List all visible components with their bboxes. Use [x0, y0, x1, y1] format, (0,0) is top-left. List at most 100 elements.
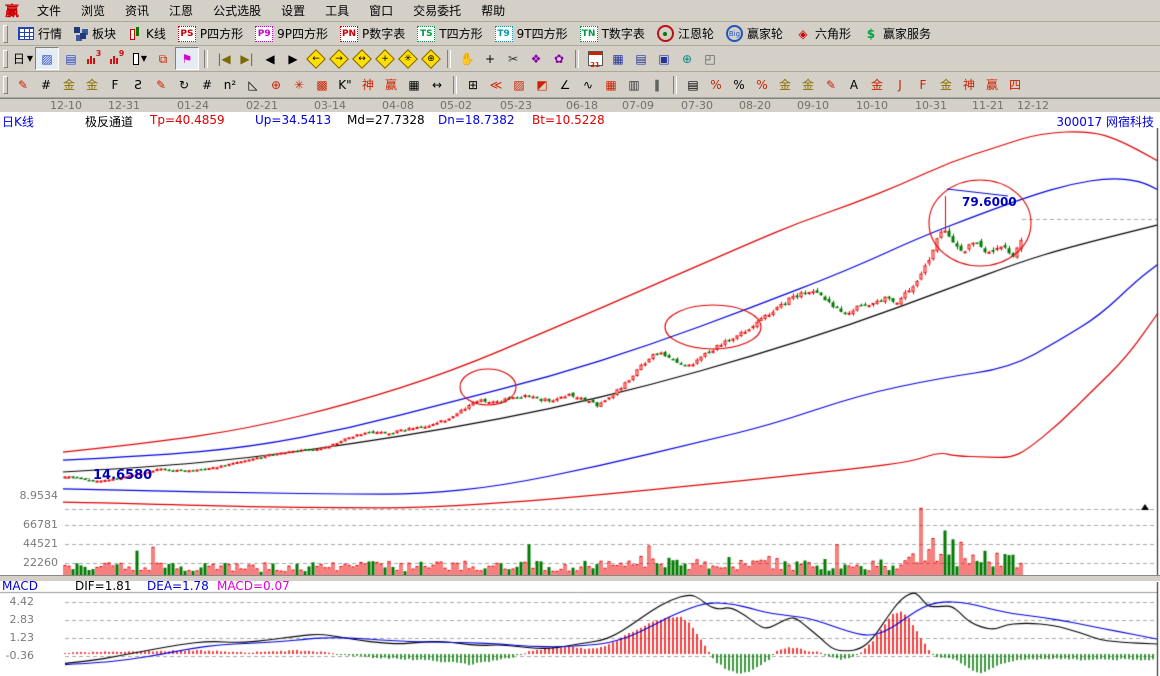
- percent-line-tool[interactable]: %: [710, 77, 722, 92]
- quotes-button[interactable]: 行情: [12, 24, 68, 43]
- next-bar-button[interactable]: ▶: [288, 51, 298, 66]
- pane-separator[interactable]: [0, 575, 1160, 582]
- pencil-bars-tool[interactable]: ✎: [825, 77, 837, 92]
- grid-red-tool[interactable]: ▦: [605, 77, 617, 92]
- parallel-lines-tool[interactable]: ∥: [654, 77, 660, 92]
- f-angle-tool[interactable]: F: [919, 77, 927, 92]
- shen-lines-tool[interactable]: 神: [361, 77, 374, 92]
- move-left-button[interactable]: ←: [305, 48, 327, 69]
- report-button[interactable]: ▤: [635, 51, 647, 66]
- 9t-square-button[interactable]: T9 9T四方形: [489, 24, 574, 43]
- spiral-tool[interactable]: Ƨ: [134, 77, 142, 92]
- fan-square-tool[interactable]: ▨: [513, 77, 525, 92]
- gold-lines2-tool[interactable]: 金: [85, 77, 98, 92]
- pattern-overlay-button[interactable]: ⧉: [158, 51, 168, 66]
- si-angle-tool[interactable]: 四: [1008, 77, 1021, 92]
- dense-grid-tool[interactable]: #: [201, 77, 213, 92]
- sectors-button[interactable]: 板块: [68, 24, 122, 43]
- workstation-button[interactable]: ◰: [704, 51, 716, 66]
- move-right-button[interactable]: →: [328, 48, 350, 69]
- draw-pencil-tool[interactable]: ✎: [17, 77, 29, 92]
- info-panel-button[interactable]: ▤: [65, 51, 77, 66]
- candle-type-button[interactable]: ▼: [129, 48, 151, 69]
- grid-dark-tool[interactable]: ▥: [628, 77, 640, 92]
- protractor-tool[interactable]: ◺: [248, 77, 258, 92]
- wave-zigzag-tool[interactable]: ∿: [582, 77, 594, 92]
- gold-angle-tool[interactable]: 金: [939, 77, 952, 92]
- toolbar-grip[interactable]: [3, 75, 8, 94]
- calendar-button[interactable]: 21: [584, 48, 606, 69]
- calculator-button[interactable]: ▦: [612, 51, 624, 66]
- toolbar-grip[interactable]: [3, 24, 8, 43]
- menu-5[interactable]: 设置: [281, 4, 306, 18]
- stock-symbol[interactable]: 300017 网宿科技: [1056, 115, 1154, 129]
- p-number-table-button[interactable]: PN P数字表: [334, 24, 411, 43]
- p-square-button[interactable]: PS P四方形: [172, 24, 249, 43]
- chart-style-button[interactable]: ▨: [35, 47, 59, 70]
- kline-button[interactable]: K线: [122, 24, 172, 43]
- compress-button[interactable]: +: [374, 48, 396, 69]
- f-lines-tool[interactable]: F: [111, 77, 119, 92]
- percent-tool[interactable]: %: [733, 77, 745, 92]
- period-label[interactable]: 日K线: [2, 115, 34, 129]
- save-button[interactable]: ▣: [658, 51, 670, 66]
- gann-lines-tool[interactable]: #: [40, 77, 52, 92]
- square-tool[interactable]: ⊞: [467, 77, 479, 92]
- ying-angle-tool[interactable]: 赢: [985, 77, 998, 92]
- menu-0[interactable]: 文件: [37, 4, 62, 18]
- menu-9[interactable]: 帮助: [481, 4, 506, 18]
- gold-lines-tool[interactable]: 金: [62, 77, 75, 92]
- bars-3-button[interactable]: 3: [83, 48, 105, 69]
- t-number-table-button[interactable]: TN T数字表: [574, 24, 651, 43]
- period-day-button[interactable]: 日 ▼: [12, 48, 34, 69]
- macd-pane-label[interactable]: MACD: [2, 579, 38, 593]
- fan-lines-tool[interactable]: ≪: [489, 77, 503, 92]
- gold-circle-tool[interactable]: 金: [778, 77, 791, 92]
- zoom-all-button[interactable]: ✳: [397, 48, 419, 69]
- width-arrows-tool[interactable]: ↔: [431, 77, 443, 92]
- j-angle-tool[interactable]: J: [898, 77, 902, 92]
- gold-red-tool[interactable]: 金: [870, 77, 883, 92]
- menu-3[interactable]: 江恩: [169, 4, 194, 18]
- k-note-tool[interactable]: K": [338, 77, 352, 92]
- percent-lines-tool[interactable]: %: [756, 77, 768, 92]
- zoom-out-button[interactable]: ⊕: [420, 48, 442, 69]
- ruler-123-tool[interactable]: ▦: [408, 77, 420, 92]
- prev-bar-button[interactable]: ◀: [265, 51, 275, 66]
- menu-1[interactable]: 浏览: [81, 4, 106, 18]
- crosshair-button[interactable]: +: [484, 51, 496, 66]
- shen-angle-tool[interactable]: 神: [962, 77, 975, 92]
- a-wave-tool[interactable]: A: [849, 77, 859, 92]
- menu-8[interactable]: 交易委托: [413, 4, 462, 18]
- compass-circle-tool[interactable]: ⊕: [270, 77, 282, 92]
- star-web-tool[interactable]: ✳: [293, 77, 305, 92]
- winner-service-button[interactable]: $ 赢家服务: [857, 24, 937, 43]
- 9p-square-button[interactable]: P9 9P四方形: [249, 24, 334, 43]
- measure-button[interactable]: ✂: [507, 51, 519, 66]
- n2-lines-tool[interactable]: n²: [223, 77, 237, 92]
- hexagon-button[interactable]: ◈ 六角形: [789, 24, 857, 43]
- gann-tool-button[interactable]: ❖: [530, 51, 542, 66]
- drag-hand-button[interactable]: ✋: [459, 51, 475, 66]
- last-page-button[interactable]: ▶|: [240, 51, 254, 66]
- menu-4[interactable]: 公式选股: [213, 4, 262, 18]
- bars-9-button[interactable]: 9: [106, 48, 128, 69]
- expand-horizontal-button[interactable]: ↔: [351, 48, 373, 69]
- network-button[interactable]: ⊕: [681, 51, 693, 66]
- fan-square2-tool[interactable]: ◩: [536, 77, 548, 92]
- web-square-tool[interactable]: ▩: [316, 77, 328, 92]
- price-bars-tool[interactable]: ▤: [687, 77, 699, 92]
- first-page-button[interactable]: |◀: [217, 51, 231, 66]
- gann-wheel-button[interactable]: 江恩轮: [651, 24, 720, 43]
- t-square-button[interactable]: TS T四方形: [411, 24, 488, 43]
- winner-wheel-button[interactable]: Big 赢家轮: [720, 24, 789, 43]
- knot-tool-button[interactable]: ✿: [553, 51, 565, 66]
- flag-marker-button[interactable]: ⚑: [175, 47, 199, 70]
- toolbar-grip[interactable]: [3, 49, 8, 68]
- ying-lines-tool[interactable]: 赢: [384, 77, 397, 92]
- angle-fan-tool[interactable]: ∠: [559, 77, 571, 92]
- menu-2[interactable]: 资讯: [125, 4, 150, 18]
- gold-underline-tool[interactable]: 金: [801, 77, 814, 92]
- menu-6[interactable]: 工具: [325, 4, 350, 18]
- time-cycle-tool[interactable]: ↻: [178, 77, 190, 92]
